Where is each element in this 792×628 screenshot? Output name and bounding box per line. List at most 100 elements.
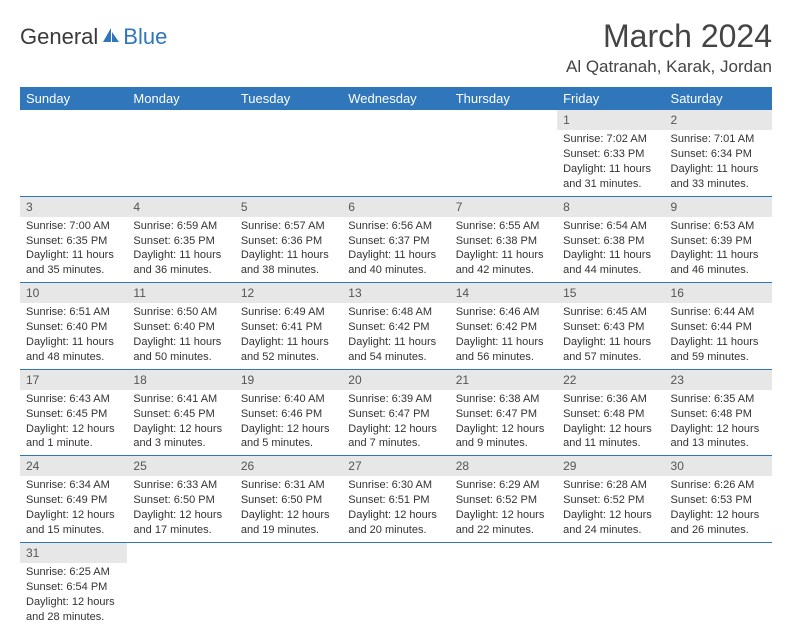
day-body: Sunrise: 6:33 AMSunset: 6:50 PMDaylight:… <box>127 476 234 541</box>
sunset-text: Sunset: 6:34 PM <box>671 147 766 162</box>
sunset-text: Sunset: 6:39 PM <box>671 234 766 249</box>
day-body: Sunrise: 7:01 AMSunset: 6:34 PMDaylight:… <box>665 130 772 195</box>
day-number: 26 <box>235 456 342 476</box>
day-number: 11 <box>127 283 234 303</box>
day-number: 31 <box>20 543 127 563</box>
sunset-text: Sunset: 6:40 PM <box>26 320 121 335</box>
sunset-text: Sunset: 6:35 PM <box>26 234 121 249</box>
sunset-text: Sunset: 6:52 PM <box>563 493 658 508</box>
calendar-cell: 25Sunrise: 6:33 AMSunset: 6:50 PMDayligh… <box>127 456 234 543</box>
sunrise-text: Sunrise: 6:59 AM <box>133 219 228 234</box>
day-number: 3 <box>20 197 127 217</box>
day-number: 2 <box>665 110 772 130</box>
day-number: 24 <box>20 456 127 476</box>
sunset-text: Sunset: 6:46 PM <box>241 407 336 422</box>
day-body: Sunrise: 6:51 AMSunset: 6:40 PMDaylight:… <box>20 303 127 368</box>
daylight-text: and 20 minutes. <box>348 523 443 538</box>
month-title: March 2024 <box>566 18 772 55</box>
daylight-text: and 7 minutes. <box>348 436 443 451</box>
sunrise-text: Sunrise: 6:35 AM <box>671 392 766 407</box>
day-body: Sunrise: 6:57 AMSunset: 6:36 PMDaylight:… <box>235 217 342 282</box>
sunrise-text: Sunrise: 6:45 AM <box>563 305 658 320</box>
day-header: Sunday <box>20 87 127 110</box>
calendar-row: 24Sunrise: 6:34 AMSunset: 6:49 PMDayligh… <box>20 456 772 543</box>
calendar-cell: 1Sunrise: 7:02 AMSunset: 6:33 PMDaylight… <box>557 110 664 196</box>
day-body: Sunrise: 6:41 AMSunset: 6:45 PMDaylight:… <box>127 390 234 455</box>
sunset-text: Sunset: 6:40 PM <box>133 320 228 335</box>
day-number: 13 <box>342 283 449 303</box>
day-header: Monday <box>127 87 234 110</box>
calendar-cell: 31Sunrise: 6:25 AMSunset: 6:54 PMDayligh… <box>20 542 127 628</box>
calendar-cell: 12Sunrise: 6:49 AMSunset: 6:41 PMDayligh… <box>235 283 342 370</box>
day-body: Sunrise: 6:28 AMSunset: 6:52 PMDaylight:… <box>557 476 664 541</box>
sunrise-text: Sunrise: 6:41 AM <box>133 392 228 407</box>
calendar-cell: .. <box>665 542 772 628</box>
calendar-cell: 30Sunrise: 6:26 AMSunset: 6:53 PMDayligh… <box>665 456 772 543</box>
calendar-cell: 14Sunrise: 6:46 AMSunset: 6:42 PMDayligh… <box>450 283 557 370</box>
daylight-text: Daylight: 11 hours <box>133 248 228 263</box>
sunset-text: Sunset: 6:42 PM <box>456 320 551 335</box>
calendar-cell: 24Sunrise: 6:34 AMSunset: 6:49 PMDayligh… <box>20 456 127 543</box>
day-number: 28 <box>450 456 557 476</box>
daylight-text: and 42 minutes. <box>456 263 551 278</box>
day-number: 30 <box>665 456 772 476</box>
sunrise-text: Sunrise: 6:26 AM <box>671 478 766 493</box>
day-body: Sunrise: 6:34 AMSunset: 6:49 PMDaylight:… <box>20 476 127 541</box>
sunset-text: Sunset: 6:49 PM <box>26 493 121 508</box>
daylight-text: Daylight: 12 hours <box>456 422 551 437</box>
day-number: 22 <box>557 370 664 390</box>
logo-text-2: Blue <box>123 24 167 50</box>
calendar-cell: 23Sunrise: 6:35 AMSunset: 6:48 PMDayligh… <box>665 369 772 456</box>
title-block: March 2024 Al Qatranah, Karak, Jordan <box>566 18 772 77</box>
day-header: Wednesday <box>342 87 449 110</box>
calendar-row: 3Sunrise: 7:00 AMSunset: 6:35 PMDaylight… <box>20 196 772 283</box>
daylight-text: Daylight: 11 hours <box>241 248 336 263</box>
daylight-text: Daylight: 12 hours <box>26 508 121 523</box>
day-number: 7 <box>450 197 557 217</box>
daylight-text: Daylight: 11 hours <box>456 248 551 263</box>
daylight-text: Daylight: 12 hours <box>26 422 121 437</box>
daylight-text: and 48 minutes. <box>26 350 121 365</box>
calendar-cell: 11Sunrise: 6:50 AMSunset: 6:40 PMDayligh… <box>127 283 234 370</box>
daylight-text: Daylight: 11 hours <box>563 248 658 263</box>
daylight-text: and 52 minutes. <box>241 350 336 365</box>
calendar-row: 31Sunrise: 6:25 AMSunset: 6:54 PMDayligh… <box>20 542 772 628</box>
calendar-cell: 16Sunrise: 6:44 AMSunset: 6:44 PMDayligh… <box>665 283 772 370</box>
daylight-text: and 44 minutes. <box>563 263 658 278</box>
daylight-text: Daylight: 12 hours <box>133 508 228 523</box>
day-body: Sunrise: 6:39 AMSunset: 6:47 PMDaylight:… <box>342 390 449 455</box>
sunset-text: Sunset: 6:44 PM <box>671 320 766 335</box>
calendar-cell: .. <box>235 110 342 196</box>
sail-icon <box>101 24 121 50</box>
sunset-text: Sunset: 6:51 PM <box>348 493 443 508</box>
day-number: 4 <box>127 197 234 217</box>
day-body: Sunrise: 6:30 AMSunset: 6:51 PMDaylight:… <box>342 476 449 541</box>
daylight-text: and 31 minutes. <box>563 177 658 192</box>
calendar-cell: 8Sunrise: 6:54 AMSunset: 6:38 PMDaylight… <box>557 196 664 283</box>
day-number: 6 <box>342 197 449 217</box>
day-number: 9 <box>665 197 772 217</box>
day-body: Sunrise: 6:45 AMSunset: 6:43 PMDaylight:… <box>557 303 664 368</box>
day-body: Sunrise: 6:40 AMSunset: 6:46 PMDaylight:… <box>235 390 342 455</box>
daylight-text: and 36 minutes. <box>133 263 228 278</box>
sunset-text: Sunset: 6:42 PM <box>348 320 443 335</box>
day-number: 12 <box>235 283 342 303</box>
sunset-text: Sunset: 6:35 PM <box>133 234 228 249</box>
sunrise-text: Sunrise: 6:25 AM <box>26 565 121 580</box>
sunset-text: Sunset: 6:54 PM <box>26 580 121 595</box>
sunset-text: Sunset: 6:38 PM <box>456 234 551 249</box>
daylight-text: and 9 minutes. <box>456 436 551 451</box>
day-body: Sunrise: 6:26 AMSunset: 6:53 PMDaylight:… <box>665 476 772 541</box>
day-body: Sunrise: 6:55 AMSunset: 6:38 PMDaylight:… <box>450 217 557 282</box>
daylight-text: and 19 minutes. <box>241 523 336 538</box>
sunrise-text: Sunrise: 6:34 AM <box>26 478 121 493</box>
sunrise-text: Sunrise: 6:51 AM <box>26 305 121 320</box>
sunset-text: Sunset: 6:53 PM <box>671 493 766 508</box>
daylight-text: and 40 minutes. <box>348 263 443 278</box>
day-body: Sunrise: 6:48 AMSunset: 6:42 PMDaylight:… <box>342 303 449 368</box>
calendar-cell: 4 Sunrise: 6:59 AMSunset: 6:35 PMDaylight… <box>127 196 234 283</box>
daylight-text: Daylight: 12 hours <box>133 422 228 437</box>
daylight-text: Daylight: 11 hours <box>671 335 766 350</box>
daylight-text: Daylight: 12 hours <box>671 422 766 437</box>
day-header: Thursday <box>450 87 557 110</box>
